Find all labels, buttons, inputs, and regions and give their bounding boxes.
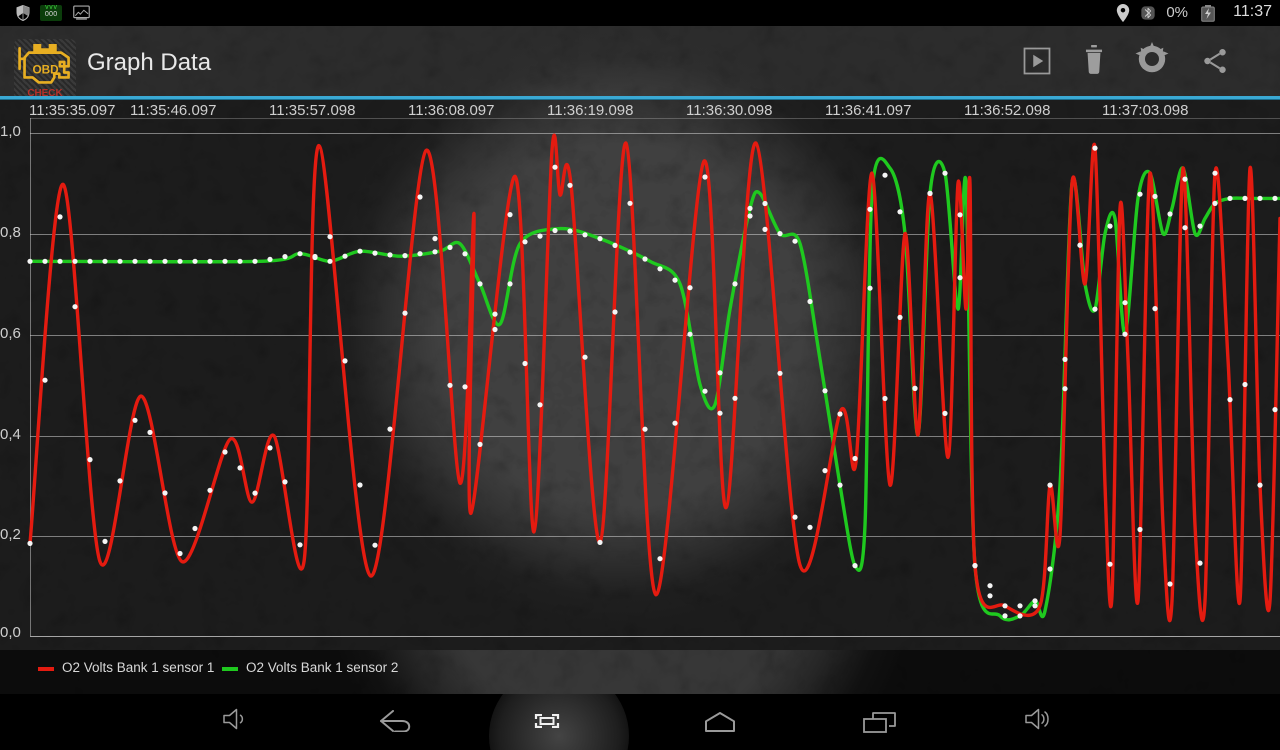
svg-text:CHECK: CHECK: [27, 88, 63, 96]
svg-text:OBD: OBD: [33, 64, 59, 77]
